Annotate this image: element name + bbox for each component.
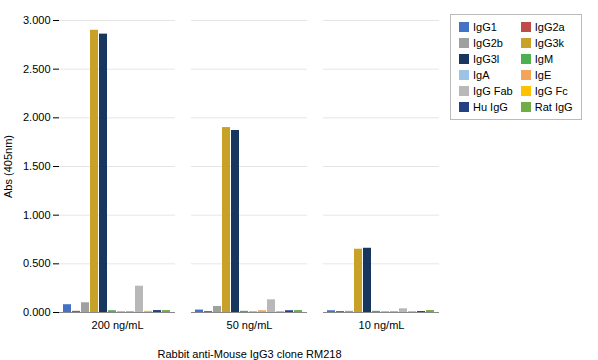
html-text:IgG2a: IgG2a [534, 21, 565, 33]
svg-text:Rabbit anti-Mouse IgG3 clone R: Rabbit anti-Mouse IgG3 clone RM218 [157, 348, 341, 360]
svg-text:0.500: 0.500 [23, 257, 51, 269]
html-text:Rat IgG: Rat IgG [534, 101, 573, 113]
html-text:IgG3k: IgG3k [534, 37, 565, 49]
html-text:IgG3l: IgG3l [473, 53, 500, 65]
html-text:IgG Fab: IgG Fab [473, 85, 513, 97]
svg-text:200 ng/mL: 200 ng/mL [92, 319, 144, 331]
html-text:IgG Fc: IgG Fc [534, 85, 568, 97]
html-text:IgA: IgA [473, 69, 490, 81]
svg-text:2.000: 2.000 [23, 111, 51, 123]
html-text:IgE: IgE [534, 69, 552, 81]
svg-text:1.000: 1.000 [23, 209, 51, 221]
svg-text:0.000: 0.000 [23, 306, 51, 318]
svg-text:Abs (405nm): Abs (405nm) [2, 135, 14, 198]
svg-text:3.000: 3.000 [23, 14, 51, 26]
svg-text:50 ng/mL: 50 ng/mL [227, 319, 273, 331]
svg-text:10 ng/mL: 10 ng/mL [359, 319, 405, 331]
html-text:IgM: IgM [534, 53, 554, 65]
html-text:IgG1: IgG1 [473, 21, 497, 33]
svg-text:1.500: 1.500 [23, 160, 51, 172]
html-text:Hu IgG: Hu IgG [473, 101, 508, 113]
html-text:IgG2b: IgG2b [473, 37, 503, 49]
svg-text:2.500: 2.500 [23, 63, 51, 75]
